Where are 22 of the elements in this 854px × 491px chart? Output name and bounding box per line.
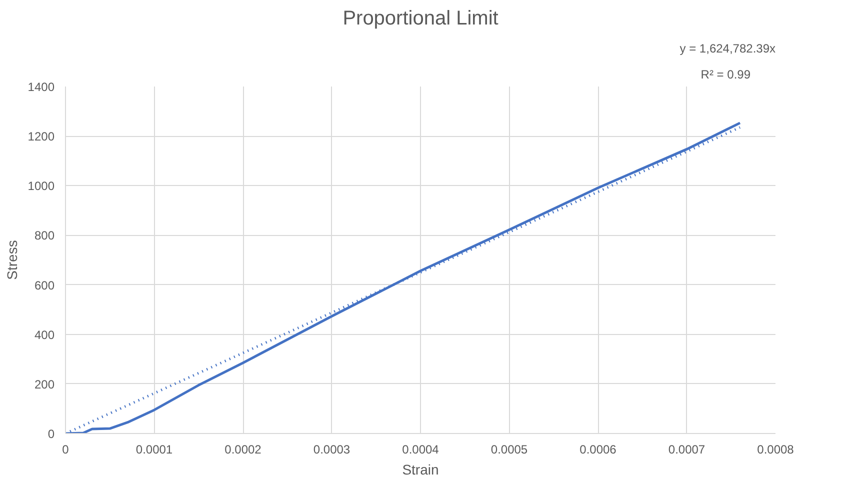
y-tick-label: 1400 [28, 80, 55, 94]
text: R² = 0.99 [700, 68, 751, 82]
y-tick-label: 800 [34, 228, 55, 243]
y-tick-label: 1200 [28, 130, 55, 144]
x-tick-label: 0 [62, 442, 70, 456]
x-axis-title: Strain [402, 462, 439, 478]
chart-title: Proportional Limit [342, 8, 499, 30]
y-tick-label: 600 [34, 278, 55, 292]
y-axis-title: Stress [4, 240, 20, 280]
x-tick-label: 0.0001 [136, 442, 173, 456]
y-tick-label: 400 [34, 328, 55, 342]
text: y = 1,624,782.39x [680, 42, 776, 56]
x-tick-label: 0.0008 [757, 442, 794, 456]
y-tick-label: 0 [48, 427, 55, 441]
x-tick-label: 0.0004 [402, 442, 440, 456]
y-tick-label: 1000 [28, 179, 55, 194]
x-tick-label: 0.0002 [224, 442, 262, 456]
y-tick-label: 200 [34, 377, 55, 392]
x-tick-label: 0.0006 [580, 442, 617, 456]
x-tick-label: 0.0003 [313, 442, 350, 456]
x-tick-label: 0.0007 [668, 442, 706, 456]
x-tick-label: 0.0005 [490, 442, 528, 456]
